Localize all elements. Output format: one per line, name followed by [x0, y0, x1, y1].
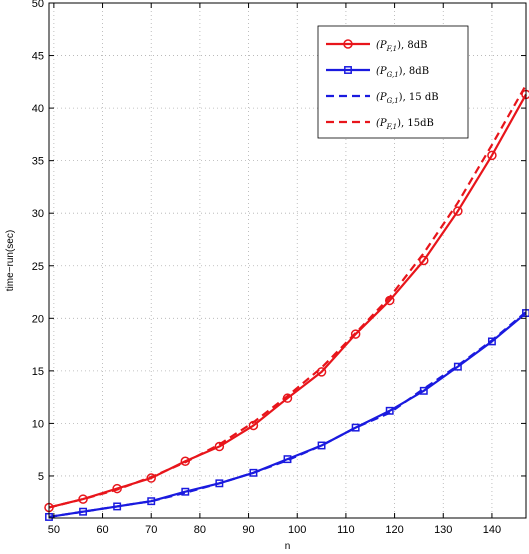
y-tick-label: 5 [38, 471, 44, 483]
legend-label: (PF,1), 8dB [376, 40, 427, 53]
data-point [78, 494, 88, 504]
series-line [48, 312, 527, 519]
data-point [385, 406, 394, 415]
y-tick-label: 35 [32, 156, 44, 168]
data-point [453, 206, 463, 216]
legend-label: (PF,1), 15dB [376, 118, 434, 131]
x-tick-label: 110 [337, 524, 355, 536]
legend-marker [343, 39, 353, 49]
legend: (PF,1), 8dB (PG,1), 8dB (PG,1), 15 dB (PF,1… [317, 25, 469, 139]
x-tick-label: 130 [434, 524, 452, 536]
series-3 [48, 84, 527, 509]
x-tick-label: 50 [48, 524, 60, 536]
series-line [48, 84, 527, 509]
legend-marker [344, 66, 352, 74]
y-tick-label: 30 [32, 208, 44, 220]
y-tick-label: 15 [32, 366, 44, 378]
y-axis-label: time−run(sec) [5, 230, 16, 291]
data-point [146, 473, 156, 483]
y-tick-label: 45 [32, 51, 44, 63]
x-tick-label: 80 [194, 524, 206, 536]
data-point [487, 337, 496, 346]
data-point [79, 507, 88, 516]
x-tick-label: 120 [385, 524, 403, 536]
data-point [214, 441, 225, 452]
data-point [180, 456, 191, 466]
x-tick-label: 140 [483, 524, 501, 536]
series-layer [44, 84, 529, 521]
data-point [317, 441, 326, 450]
x-tick-label: 70 [145, 524, 157, 536]
y-tick-label: 20 [32, 313, 44, 325]
data-point [113, 502, 122, 511]
data-point [249, 468, 258, 477]
data-point [350, 329, 361, 339]
plot-frame [48, 2, 527, 519]
data-point [419, 386, 428, 395]
data-point [147, 497, 156, 506]
y-tick-label: 50 [32, 0, 44, 10]
data-point [215, 479, 224, 488]
data-point [419, 255, 429, 266]
data-point [351, 423, 360, 432]
legend-label: (PG,1), 8dB [376, 66, 429, 79]
data-point [248, 420, 259, 431]
series-1 [45, 309, 529, 521]
data-point [316, 367, 327, 377]
x-tick-label: 90 [242, 524, 254, 536]
data-point [112, 483, 122, 494]
data-point [181, 487, 190, 496]
series-line [48, 93, 527, 509]
y-tick-label: 25 [32, 261, 44, 273]
y-tick-label: 10 [32, 418, 44, 430]
data-point [487, 150, 497, 161]
x-tick-label: 60 [96, 524, 108, 536]
series-0 [44, 89, 529, 513]
axis-ticks: 50 60 70 80 90 100 110 120 130 140 5 10 15 20 25 30 35 40… [32, 0, 526, 536]
data-point [282, 393, 293, 403]
data-point [384, 295, 395, 306]
y-tick-label: 40 [32, 103, 44, 115]
x-tick-label: 100 [288, 524, 306, 536]
x-axis-label: n [285, 541, 291, 552]
data-point [283, 455, 292, 464]
data-point [453, 362, 462, 371]
legend-label: (PG,1), 15 dB [376, 92, 439, 105]
